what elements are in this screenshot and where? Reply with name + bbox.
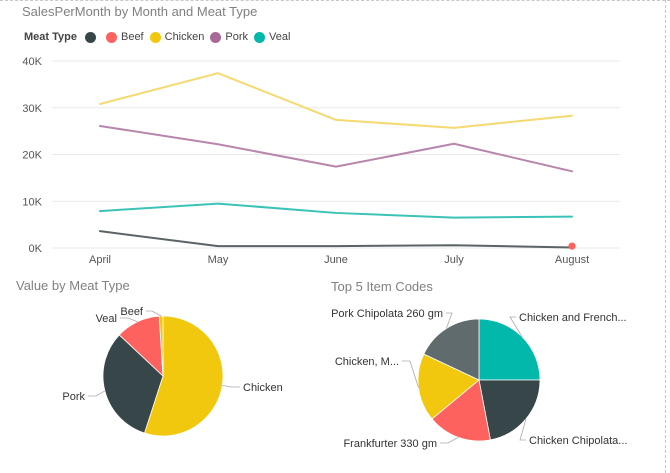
y-tick-label: 30K <box>22 103 42 115</box>
legend-title: Meat Type <box>24 31 77 43</box>
legend-dot-veal <box>254 31 265 43</box>
x-tick-label: April <box>89 254 111 266</box>
slice-label: Chicken <box>243 382 283 394</box>
pie-chart-items-title: Top 5 Item Codes <box>331 279 433 294</box>
legend-item-pork[interactable]: Pork <box>210 31 248 43</box>
x-tick-label: June <box>324 254 348 266</box>
pie-slice <box>478 379 541 441</box>
leader-line <box>146 310 162 317</box>
series-line-other <box>99 230 573 249</box>
x-tick-label: August <box>555 254 589 266</box>
legend-label-veal: Veal <box>269 31 291 43</box>
leader-line <box>519 418 527 441</box>
slice-label: Pork Chipolata 260 gm <box>331 308 443 320</box>
legend-label-pork: Pork <box>225 31 248 43</box>
slice-label: Pork <box>62 391 85 403</box>
focus-border-right <box>665 0 666 473</box>
slice-label: Frankfurter 330 gm <box>343 438 437 450</box>
leader-line <box>88 390 106 397</box>
legend-item-chicken[interactable]: Chicken <box>149 31 205 43</box>
leader-line <box>402 360 419 388</box>
line-chart[interactable]: 0K 10K 20K 30K 40K April May June July August <box>0 0 670 280</box>
x-tick-label: May <box>208 254 229 266</box>
legend-label-beef: Beef <box>120 31 144 43</box>
series-point-beef <box>568 242 576 250</box>
pie-slice <box>478 318 541 381</box>
legend-dot-chicken <box>149 31 161 43</box>
legend-item-veal[interactable]: Veal <box>254 31 290 43</box>
y-tick-label: 20K <box>22 150 42 162</box>
pie-slice <box>417 353 480 420</box>
pie-chart-meat-title: Value by Meat Type <box>16 278 130 293</box>
pie-slice <box>423 318 480 381</box>
legend-dot-other <box>84 31 96 43</box>
series-line-pork <box>99 124 573 173</box>
pie-slice <box>431 379 491 442</box>
series-line-veal <box>99 202 573 219</box>
leader-line <box>445 312 453 329</box>
leader-line <box>120 317 138 323</box>
pie-slice <box>102 334 164 434</box>
legend-dot-pork <box>210 31 222 43</box>
slice-label: Chicken, M... <box>335 356 399 368</box>
slice-label: Beef <box>120 306 144 318</box>
legend-label-chicken: Chicken <box>164 31 205 43</box>
leader-line <box>440 437 459 444</box>
y-tick-label: 10K <box>22 196 42 208</box>
x-tick-label: July <box>444 254 464 266</box>
legend-dot-beef <box>105 31 117 43</box>
slice-label: Chicken Chipolata... <box>529 435 627 447</box>
slice-label: Veal <box>96 313 117 325</box>
pie-slice <box>158 315 164 377</box>
line-chart-title: SalesPerMonth by Month and Meat Type <box>22 4 258 19</box>
leader-line <box>509 316 523 338</box>
legend-item-other[interactable] <box>84 31 100 43</box>
leader-line <box>222 384 240 388</box>
y-tick-label: 40K <box>22 56 42 68</box>
legend-item-beef[interactable]: Beef <box>105 31 144 43</box>
line-chart-legend: Meat Type Beef Chicken Pork Veal <box>24 31 296 43</box>
y-tick-label: 0K <box>29 243 43 255</box>
slice-label: Chicken and French... <box>519 312 627 324</box>
series-line-chicken <box>99 72 573 129</box>
focus-border-top <box>0 0 670 1</box>
pie-slice <box>143 315 224 437</box>
